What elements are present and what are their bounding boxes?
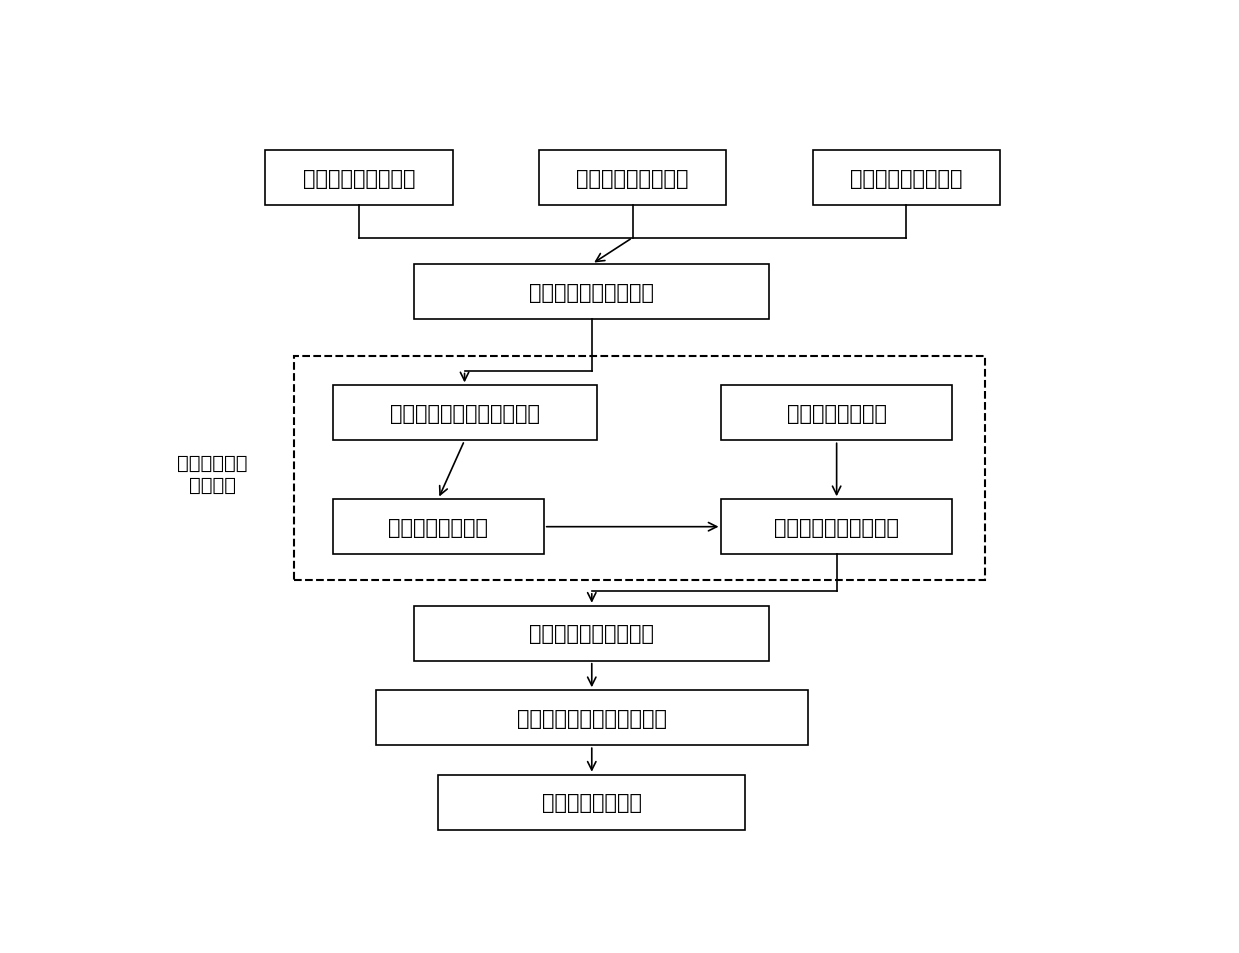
FancyBboxPatch shape (539, 152, 726, 206)
FancyBboxPatch shape (414, 265, 769, 320)
FancyBboxPatch shape (439, 775, 746, 830)
Text: 对应衰减模式下的控制规则: 对应衰减模式下的控制规则 (517, 708, 667, 728)
Text: 中倍率衰减模式样本: 中倍率衰减模式样本 (576, 169, 689, 189)
Text: 高倍率衰减模式样本: 高倍率衰减模式样本 (850, 169, 963, 189)
FancyBboxPatch shape (332, 499, 544, 555)
FancyBboxPatch shape (332, 386, 597, 441)
FancyBboxPatch shape (414, 606, 769, 661)
Text: 神经网络模型预测识别: 神经网络模型预测识别 (774, 517, 900, 537)
Text: 实际行驶工况数据: 实际行驶工况数据 (787, 403, 887, 423)
FancyBboxPatch shape (265, 152, 452, 206)
Text: 低倍率衰减模式样本: 低倍率衰减模式样本 (302, 169, 415, 189)
Text: 电池寿命衰减
模式识别: 电池寿命衰减 模式识别 (177, 454, 248, 495)
Text: 实车在线实时控制: 实车在线实时控制 (541, 792, 642, 812)
Text: 训练神经网络模型: 训练神经网络模型 (388, 517, 488, 537)
FancyBboxPatch shape (721, 386, 952, 441)
Text: 各衰减模式下的特征值: 各衰减模式下的特征值 (529, 282, 654, 302)
Text: 均值聚类算法选取训练样本: 均值聚类算法选取训练样本 (389, 403, 539, 423)
Text: 确定电池寿命衰减模式: 确定电池寿命衰减模式 (529, 623, 654, 643)
FancyBboxPatch shape (375, 690, 808, 745)
FancyBboxPatch shape (721, 499, 952, 555)
FancyBboxPatch shape (813, 152, 1000, 206)
